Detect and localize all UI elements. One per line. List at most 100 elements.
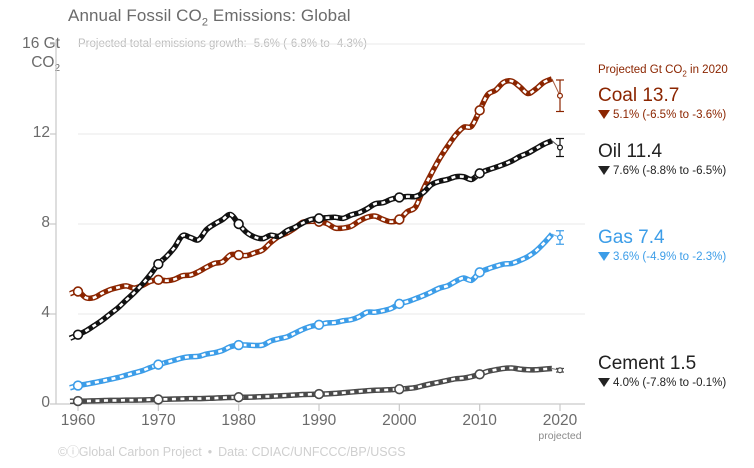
projection-connector-cement: [551, 367, 561, 371]
legend-value-cement: 1.5: [669, 353, 697, 374]
data-point-marker: [474, 105, 485, 116]
data-point-marker: [233, 392, 244, 403]
footer-separator: •: [207, 445, 213, 459]
triangle-down-icon: [598, 378, 610, 387]
legend: Projected Gt CO2 in 2020 Coal 13.7 5.1% …: [598, 0, 754, 468]
y-axis-unit-label: 16 Gt CO2: [4, 34, 60, 78]
projection-marker-gas: [556, 234, 563, 241]
data-point-marker: [394, 192, 405, 203]
projection-connector-oil: [551, 140, 561, 148]
triangle-down-icon: [598, 166, 610, 175]
data-point-marker: [72, 286, 84, 297]
data-point-marker: [474, 369, 485, 380]
data-point-marker: [394, 214, 405, 225]
legend-value-gas: 7.4: [638, 227, 665, 248]
x-tick-label-1970: 1970: [141, 412, 176, 429]
legend-entry-oil[interactable]: Oil 11.4 7.6% (-8.8% to -6.5%): [598, 140, 754, 179]
data-point-marker: [394, 383, 405, 395]
chart-subtitle: Projected total emissions growth: -5.6% …: [78, 38, 367, 50]
data-point-marker: [233, 249, 244, 261]
projection-marker-coal: [556, 92, 563, 99]
legend-change-range-gas: (-4.9% to -2.3%): [642, 251, 727, 263]
series-line-coal: [69, 76, 554, 302]
legend-series-name-coal: Coal: [598, 85, 638, 106]
x-tick-sublabel-projected: projected: [538, 430, 582, 442]
data-point-marker: [153, 394, 164, 405]
triangle-down-icon: [598, 110, 610, 119]
legend-entry-cement[interactable]: Cement 1.5 4.0% (-7.8% to -0.1%): [598, 352, 754, 391]
triangle-down-icon: [598, 252, 610, 261]
legend-change-range-oil: (-8.8% to -6.5%): [642, 165, 727, 177]
legend-header-subscript: 2: [682, 69, 687, 79]
data-point-marker: [72, 395, 84, 407]
legend-change-range-coal: (-6.5% to -3.6%): [642, 109, 727, 121]
series-line-gas: [69, 232, 555, 391]
legend-header-part2: in 2020: [686, 64, 728, 76]
x-tick-label-1990: 1990: [301, 412, 337, 429]
data-point-marker: [233, 218, 244, 230]
data-point-marker: [233, 339, 244, 351]
legend-label-oil: Oil 11.4: [598, 140, 754, 163]
legend-change-range-cement: (-7.8% to -0.1%): [642, 377, 727, 389]
legend-change-pct-coal: 5.1%: [613, 109, 640, 121]
data-point-marker: [72, 380, 84, 391]
legend-change-coal: 5.1% (-6.5% to -3.6%): [598, 107, 754, 123]
projection-connector-gas: [551, 233, 561, 238]
x-tick-label-1980: 1980: [221, 412, 256, 429]
y-axis-unit-line1: 16 Gt: [22, 35, 60, 52]
projection-connector-coal: [551, 78, 561, 96]
x-tick-label-2000: 2000: [382, 412, 417, 429]
legend-value-coal: 13.7: [642, 85, 680, 106]
footer-org: Global Carbon Project: [78, 445, 202, 459]
chart-title: Annual Fossil CO2 Emissions: Global: [68, 6, 351, 28]
series-line-dashes-cement: [69, 366, 553, 403]
legend-header: Projected Gt CO2 in 2020: [598, 64, 728, 78]
series-line-dashes-coal: [69, 77, 553, 300]
y-tick-label-4: 4: [41, 304, 50, 321]
data-point-marker: [313, 216, 325, 227]
chart-title-part1: Annual Fossil CO: [68, 6, 202, 25]
series-line-dashes-gas: [69, 233, 553, 390]
legend-change-oil: 7.6% (-8.8% to -6.5%): [598, 163, 754, 179]
legend-header-part1: Projected Gt CO: [598, 64, 683, 76]
data-point-marker: [153, 359, 164, 370]
data-point-marker: [313, 388, 325, 400]
data-point-marker: [313, 213, 325, 224]
series-coal: [69, 76, 564, 302]
legend-value-oil: 11.4: [626, 141, 663, 162]
y-tick-label-12: 12: [32, 124, 50, 141]
legend-change-gas: 3.6% (-4.9% to -2.3%): [598, 249, 754, 265]
projection-marker-oil: [556, 144, 563, 151]
legend-change-pct-oil: 7.6%: [613, 165, 640, 177]
series-line-cement: [69, 365, 553, 405]
legend-entry-coal[interactable]: Coal 13.7 5.1% (-6.5% to -3.6%): [598, 84, 754, 123]
legend-label-coal: Coal 13.7: [598, 84, 754, 107]
data-point-marker: [153, 274, 164, 285]
series-oil: [68, 137, 564, 341]
y-axis-unit-subscript: 2: [54, 63, 60, 75]
footer-credits: ©ⓘGlobal Carbon Project • Data: CDIAC/UNFC…: [58, 441, 406, 460]
legend-change-cement: 4.0% (-7.8% to -0.1%): [598, 375, 754, 391]
legend-series-name-gas: Gas: [598, 227, 633, 248]
data-point-marker: [394, 298, 405, 310]
x-tick-label-2020: 2020: [542, 412, 578, 429]
y-tick-label-8: 8: [41, 214, 50, 231]
chart-title-subscript: 2: [201, 16, 209, 29]
legend-change-pct-cement: 4.0%: [613, 377, 640, 389]
series-line-dashes-oil: [69, 139, 553, 340]
series-gas: [69, 230, 564, 391]
legend-change-pct-gas: 3.6%: [613, 251, 640, 263]
legend-label-cement: Cement 1.5: [598, 352, 754, 375]
legend-series-name-oil: Oil: [598, 141, 622, 162]
legend-entry-gas[interactable]: Gas 7.4 3.6% (-4.9% to -2.3%): [598, 226, 754, 265]
series-cement: [69, 365, 564, 407]
legend-series-name-cement: Cement: [598, 353, 665, 374]
y-tick-label-0: 0: [41, 394, 50, 411]
x-tick-label-1960: 1960: [60, 412, 96, 429]
y-axis-unit-line2: CO: [31, 54, 55, 71]
footer-source: Data: CDIAC/UNFCCC/BP/USGS: [218, 445, 406, 459]
chart-title-part2: Emissions: Global: [208, 6, 351, 25]
projection-marker-cement: [556, 367, 563, 374]
creative-commons-icon: ©ⓘ: [58, 445, 79, 459]
